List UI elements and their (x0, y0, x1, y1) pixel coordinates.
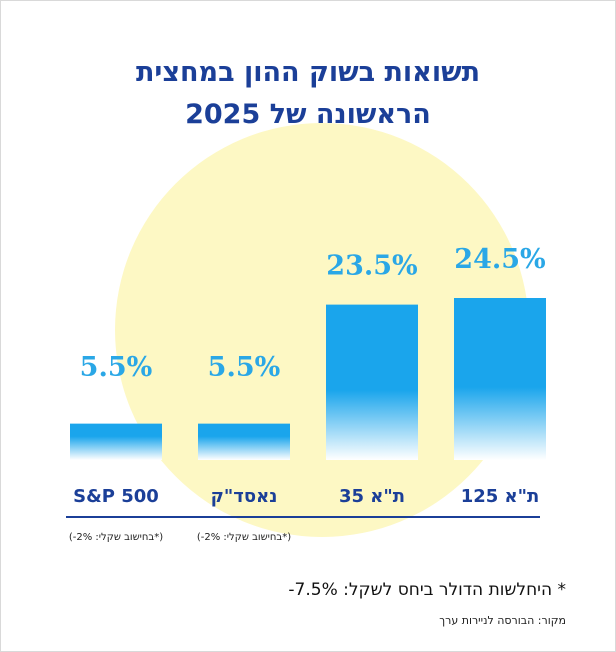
bar-3 (326, 304, 418, 460)
category-label-2: נאסד"ק (211, 486, 278, 507)
category-label-4: ת"א 125 (461, 486, 540, 507)
chart-title-line-1: תשואות בשוק ההון במחצית (135, 57, 481, 88)
source-note: מקור: הבורסה לניירות ערך (439, 614, 566, 627)
value-label-1: 5.5% (80, 352, 153, 383)
category-label-3: ת"א 35 (339, 486, 405, 507)
bar-1 (70, 423, 162, 460)
note-2: (*בחישוב שקלי: 2%-) (197, 532, 291, 543)
footnote: * היחלשות הדולר ביחס לשקל: 7.5%- (288, 580, 566, 600)
chart-title: תשואות בשוק ההון במחצית הראשונה של 2025 (0, 52, 616, 136)
category-label-1: S&P 500 (73, 486, 159, 507)
note-1: (*בחישוב שקלי: 2%-) (69, 532, 163, 543)
bar-2 (198, 423, 290, 460)
value-label-4: 24.5% (454, 244, 545, 275)
value-label-3: 23.5% (326, 251, 417, 282)
bar-4 (454, 298, 546, 460)
value-label-2: 5.5% (208, 352, 281, 383)
chart-title-line-2: הראשונה של 2025 (185, 99, 431, 130)
